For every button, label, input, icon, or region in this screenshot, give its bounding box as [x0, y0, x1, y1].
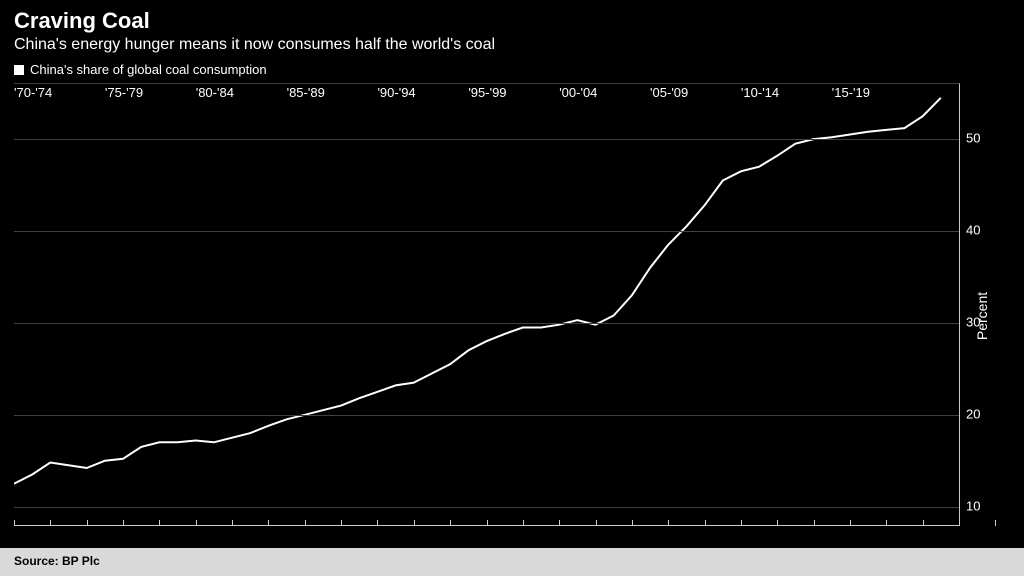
x-tick-label: '15-'19: [832, 85, 870, 548]
x-tick-label: '80-'84: [196, 85, 234, 548]
chart-title: Craving Coal: [14, 8, 1010, 34]
x-tick-mark: [87, 520, 88, 526]
legend-marker-icon: [14, 65, 24, 75]
x-tick-mark: [632, 520, 633, 526]
x-tick-label: '95-'99: [468, 85, 506, 548]
x-tick-mark: [995, 520, 996, 526]
x-tick-label: '70-'74: [14, 85, 52, 548]
chart-container: Craving Coal China's energy hunger means…: [0, 0, 1024, 576]
y-tick-label: 20: [966, 406, 994, 421]
chart-legend: China's share of global coal consumption: [0, 58, 1024, 83]
source-label: Source: BP Plc: [14, 554, 100, 568]
chart-plot-area: Percent 1020304050'70-'74'75-'79'80-'84'…: [14, 83, 1010, 548]
x-tick-mark: [341, 520, 342, 526]
x-tick-label: '75-'79: [105, 85, 143, 548]
source-row: Source: BP Plc: [0, 548, 1024, 576]
y-tick-label: 10: [966, 498, 994, 513]
x-tick-mark: [814, 520, 815, 526]
x-tick-label: '10-'14: [741, 85, 779, 548]
x-tick-mark: [923, 520, 924, 526]
x-tick-label: '85-'89: [287, 85, 325, 548]
x-tick-mark: [959, 520, 960, 526]
chart-subtitle: China's energy hunger means it now consu…: [14, 36, 1010, 54]
x-tick-label: '90-'94: [377, 85, 415, 548]
x-tick-mark: [886, 520, 887, 526]
x-tick-label: '00-'04: [559, 85, 597, 548]
y-tick-label: 40: [966, 223, 994, 238]
x-tick-mark: [159, 520, 160, 526]
y-tick-label: 50: [966, 131, 994, 146]
legend-series-label: China's share of global coal consumption: [30, 62, 267, 77]
chart-header: Craving Coal China's energy hunger means…: [0, 0, 1024, 58]
y-tick-label: 30: [966, 314, 994, 329]
x-tick-label: '05-'09: [650, 85, 688, 548]
x-tick-mark: [705, 520, 706, 526]
x-tick-mark: [523, 520, 524, 526]
x-tick-mark: [268, 520, 269, 526]
x-tick-mark: [450, 520, 451, 526]
